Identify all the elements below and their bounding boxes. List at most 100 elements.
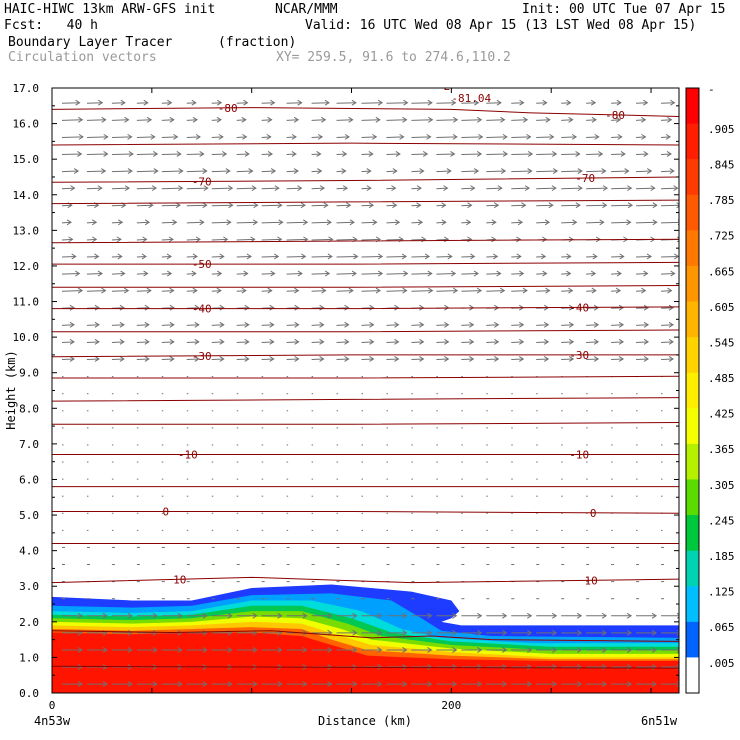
vector-arrow bbox=[61, 219, 72, 226]
vector-arrow bbox=[311, 647, 333, 653]
colorbar-swatch bbox=[686, 550, 699, 587]
vector-arrow bbox=[161, 270, 173, 277]
vector-arrow bbox=[536, 270, 548, 277]
y-tick-label: 6.0 bbox=[19, 473, 39, 486]
vector-arrow bbox=[336, 219, 355, 226]
vector-arrow bbox=[61, 253, 77, 260]
vector-arrow bbox=[611, 338, 625, 345]
vector-arrow bbox=[86, 99, 104, 106]
vector-arrow bbox=[636, 338, 650, 345]
vector-arrow bbox=[611, 629, 633, 636]
y-tick-label: 3.0 bbox=[19, 580, 39, 593]
vector-arrow bbox=[586, 116, 597, 123]
vector-arrow bbox=[386, 168, 398, 174]
vector-arrow bbox=[136, 629, 158, 636]
vector-arrow bbox=[561, 356, 575, 362]
forecast-hour: Fcst: 40 h bbox=[4, 18, 98, 33]
vector-arrow bbox=[661, 664, 679, 670]
vector-arrow bbox=[461, 270, 480, 277]
vector-arrow bbox=[261, 287, 273, 294]
vector-arrow bbox=[611, 647, 633, 653]
vector-arrow bbox=[61, 338, 75, 345]
vector-arrow bbox=[660, 151, 672, 157]
vector-arrow bbox=[586, 133, 600, 140]
vector-arrow bbox=[461, 629, 483, 636]
contour-label: -10 bbox=[178, 449, 198, 462]
vector-arrow bbox=[486, 356, 500, 362]
vector-arrow bbox=[311, 151, 322, 157]
contour-label: -40 bbox=[192, 303, 212, 316]
vector-arrow bbox=[361, 219, 378, 226]
vector-arrow bbox=[61, 151, 83, 157]
vector-arrow bbox=[561, 681, 583, 688]
vector-arrow bbox=[86, 664, 108, 670]
vector-arrow bbox=[211, 99, 223, 106]
colorbar-swatch bbox=[686, 301, 699, 338]
vector-arrow bbox=[486, 287, 506, 294]
vector-arrow bbox=[411, 647, 433, 653]
contour-line bbox=[52, 375, 679, 379]
contour-label: -80 bbox=[218, 102, 238, 115]
vector-arrow bbox=[286, 356, 300, 362]
vector-arrow bbox=[186, 338, 200, 345]
vector-arrow bbox=[361, 185, 372, 192]
vector-arrow bbox=[161, 321, 175, 328]
vector-arrow bbox=[136, 133, 156, 140]
vector-arrow bbox=[361, 168, 372, 174]
vector-arrow bbox=[511, 219, 524, 226]
vector-arrow bbox=[336, 99, 357, 106]
vector-arrow bbox=[386, 133, 405, 140]
vector-arrow bbox=[336, 321, 350, 328]
vector-arrow bbox=[211, 219, 232, 226]
vector-arrow bbox=[561, 133, 578, 140]
vector-arrow bbox=[661, 612, 679, 619]
field-name: Boundary Layer Tracer bbox=[8, 35, 173, 50]
colorbar-frame bbox=[685, 87, 700, 694]
colorbar-label: .665 bbox=[708, 265, 735, 278]
vector-arrow bbox=[136, 356, 150, 362]
vector-arrow bbox=[436, 612, 458, 619]
y-axis-label: Height (km) bbox=[4, 350, 18, 429]
vector-arrow bbox=[636, 185, 656, 192]
vector-arrow bbox=[161, 338, 175, 345]
vector-arrow bbox=[161, 612, 183, 619]
vector-arrow bbox=[486, 612, 508, 619]
colorbar-swatch bbox=[686, 194, 699, 231]
vector-arrow bbox=[86, 253, 100, 260]
colorbar-label: .605 bbox=[708, 301, 735, 314]
vector-arrow bbox=[136, 219, 151, 226]
vector-arrow bbox=[411, 287, 434, 294]
init-time: Init: 00 UTC Tue 07 Apr 15 bbox=[522, 2, 726, 17]
extreme-annotation: -81.04 bbox=[451, 92, 491, 105]
vector-arrow bbox=[286, 185, 303, 192]
vector-arrow bbox=[86, 133, 109, 140]
vector-arrow bbox=[236, 356, 250, 362]
vector-arrow bbox=[636, 612, 658, 619]
vector-arrow bbox=[386, 612, 408, 619]
colorbar-swatch bbox=[686, 515, 699, 552]
x-axis-label: Distance (km) bbox=[318, 714, 412, 728]
vector-arrow bbox=[361, 681, 383, 688]
vector-arrow bbox=[411, 133, 432, 140]
vector-arrow bbox=[436, 253, 453, 260]
y-tick-label: 7.0 bbox=[19, 438, 39, 451]
contour-label: -30 bbox=[192, 350, 212, 363]
vector-arrow bbox=[186, 99, 197, 106]
extreme-annotation: L bbox=[443, 80, 450, 93]
vector-arrow bbox=[411, 270, 433, 277]
vector-arrow bbox=[536, 168, 559, 174]
vector-arrow bbox=[486, 133, 508, 140]
vector-arrow bbox=[586, 356, 600, 362]
vector-arrow bbox=[386, 321, 400, 328]
contour-label: 0 bbox=[163, 506, 170, 519]
vector-arrow bbox=[61, 185, 76, 192]
vector-arrow bbox=[211, 270, 223, 277]
vector-arrow bbox=[336, 287, 354, 294]
vector-arrow bbox=[636, 304, 650, 311]
vector-arrow bbox=[161, 287, 175, 294]
vector-arrow bbox=[636, 219, 658, 226]
vector-arrow bbox=[61, 612, 83, 619]
vector-arrow bbox=[311, 681, 333, 688]
vector-arrow bbox=[586, 185, 609, 192]
vector-arrow bbox=[586, 647, 608, 653]
